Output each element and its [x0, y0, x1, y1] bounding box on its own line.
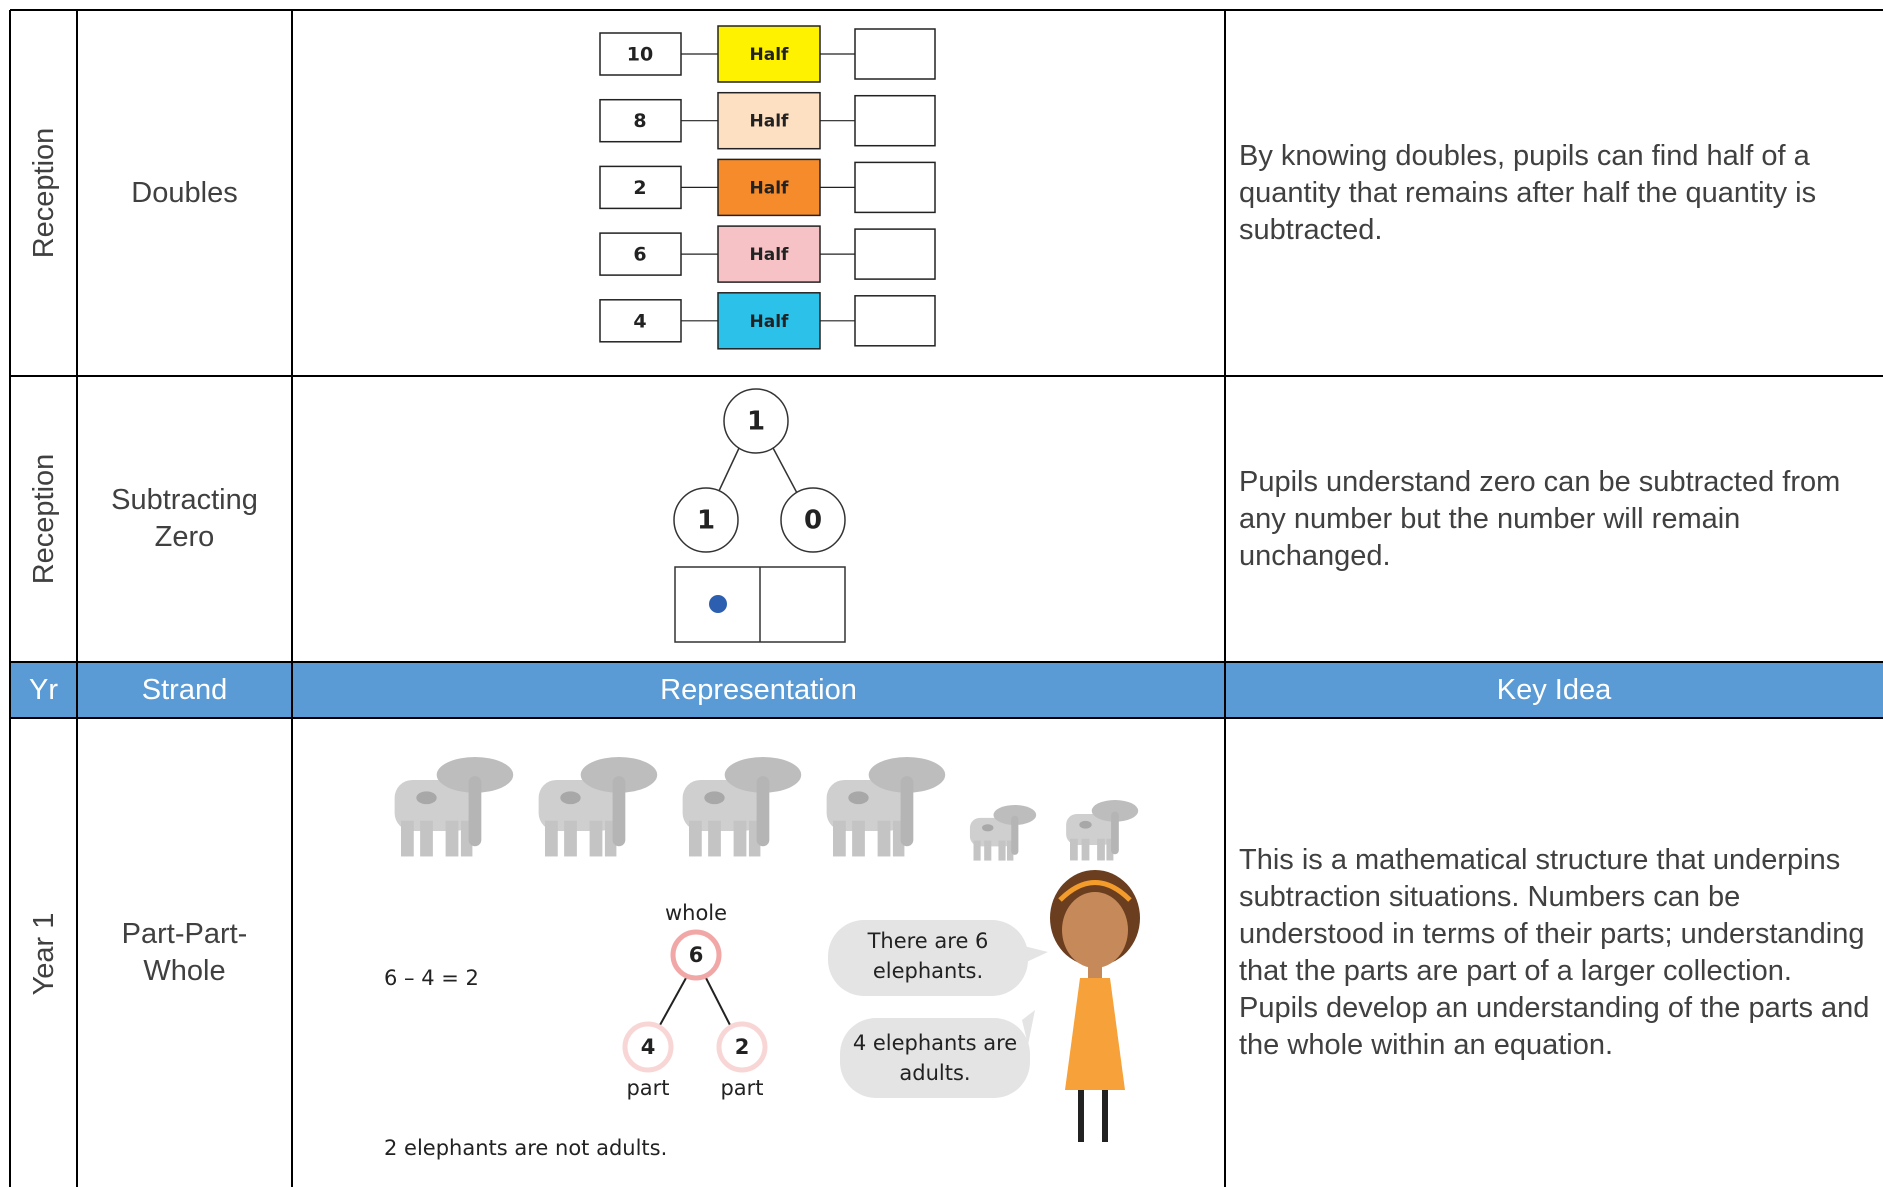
key-idea: By knowing doubles, pupils can find half…: [1239, 139, 1817, 246]
half-label: Half: [750, 312, 790, 332]
speech-text: There are 6 elephants.: [867, 929, 989, 983]
header-band: [10, 662, 1883, 718]
part-number: 4: [641, 1035, 656, 1059]
header-cell: Yr: [29, 673, 58, 706]
part-label: part: [720, 1076, 763, 1100]
input-box: [599, 232, 682, 276]
speech-bubbles: [828, 920, 1048, 1098]
caption: 2 elephants are not adults.: [384, 1136, 667, 1160]
output-box: [854, 295, 936, 347]
part-whole-model: [673, 388, 846, 643]
output-box: [854, 228, 936, 280]
strand: Part-Part-Whole: [121, 917, 248, 987]
header-cell: Key Idea: [1496, 673, 1612, 706]
half-label: Half: [750, 178, 790, 198]
input-number: 8: [633, 110, 646, 132]
header-cell: Strand: [141, 673, 228, 706]
halving-machines: 10 Half 8 Half 2 Half 6 Half 4 Half: [599, 25, 936, 350]
input-number: 4: [633, 310, 646, 332]
half-label: Half: [750, 112, 790, 132]
table-borders: [9, 9, 1883, 1187]
half-box: [717, 225, 821, 283]
whole-number: 1: [747, 407, 765, 437]
input-number: 2: [633, 177, 646, 199]
part-number: 1: [697, 506, 715, 536]
whole-label: whole: [665, 901, 727, 925]
output-box: [854, 161, 936, 214]
part-number: 2: [735, 1035, 750, 1059]
year-label: Year 1: [28, 912, 60, 996]
part-number: 0: [804, 506, 822, 536]
half-label: Half: [750, 245, 790, 265]
input-number: 6: [633, 244, 646, 266]
strand: Doubles: [131, 176, 238, 209]
output-box: [854, 28, 936, 80]
half-box: [717, 91, 821, 150]
year1-model: [622, 929, 768, 1073]
input-box: [599, 98, 682, 143]
elephants: [394, 757, 1139, 861]
half-label: Half: [750, 45, 790, 65]
header-cell: Representation: [660, 673, 857, 706]
key-idea: This is a mathematical structure that un…: [1239, 843, 1870, 1061]
input-box: [599, 299, 682, 343]
input-box: [599, 165, 682, 210]
equation: 6 – 4 = 2: [384, 966, 479, 990]
strand: Subtracting Zero: [111, 484, 258, 553]
part-label: part: [626, 1076, 669, 1100]
input-number: 10: [627, 44, 653, 66]
speech-text: 4 elephants are adults.: [852, 1031, 1018, 1085]
year-label: Reception: [28, 453, 60, 585]
year-label: Reception: [28, 127, 60, 259]
key-idea: Pupils understand zero can be subtracted…: [1239, 465, 1841, 572]
whole-number: 6: [689, 943, 704, 967]
output-box: [854, 94, 936, 147]
input-box: [599, 32, 682, 76]
girl: [1050, 870, 1140, 1142]
